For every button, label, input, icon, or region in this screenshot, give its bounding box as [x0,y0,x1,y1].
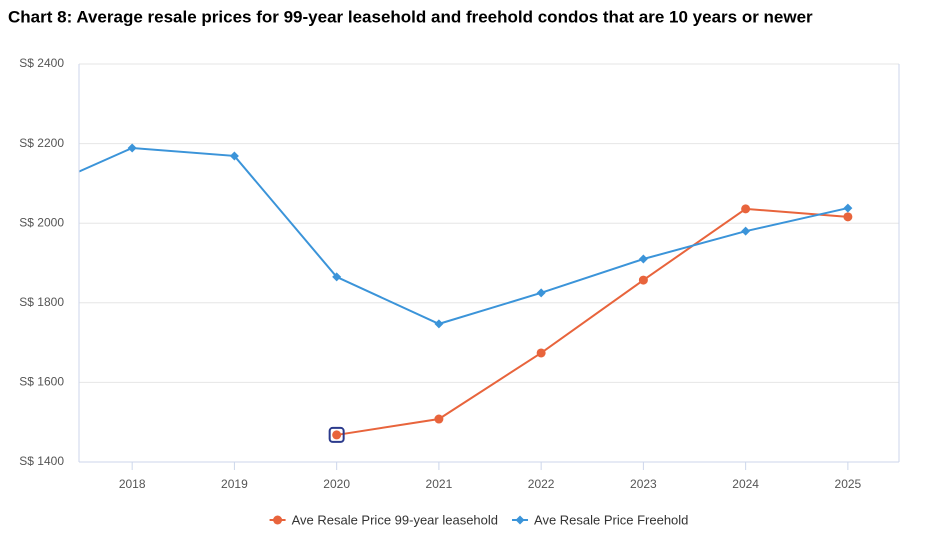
x-tick-label: 2021 [426,477,453,491]
legend: Ave Resale Price 99-year leasehold Ave Re… [269,512,688,527]
point [536,348,546,358]
legend-label: Ave Resale Price Freehold [534,512,688,527]
point [332,430,342,440]
x-tick-label: 2020 [323,477,350,491]
point [332,272,342,282]
legend-item: Ave Resale Price Freehold [512,512,688,527]
point [741,204,751,214]
x-tick-label: 2025 [835,477,862,491]
point [25,189,34,198]
series-line [336,207,848,436]
y-tick-label: S$ 1400 [19,454,64,468]
highlight [328,426,345,443]
grid [79,63,899,463]
y-tick-label: S$ 2000 [19,215,64,229]
chart-title: Chart 8: Average resale prices for 99-ye… [8,7,813,26]
point [741,226,751,236]
series-line [79,146,849,325]
point [536,288,546,298]
y-tick-label: S$ 1800 [19,295,64,309]
point [638,254,648,264]
axes: S$ 1400 S$ 1600 S$ 1800 S$ 2000 S$ 2200 S$ 24… [19,56,900,491]
y-tick-label: S$ 2400 [19,56,64,70]
point [229,151,239,161]
y-tick-label: S$ 2200 [19,136,64,150]
y-tick-label: S$ 1600 [19,375,64,389]
legend-item: Ave Resale Price 99-year leasehold [269,512,498,527]
point [434,414,444,424]
x-tick-label: 2022 [528,477,555,491]
point [434,319,444,329]
legend-marker [273,515,283,525]
point [638,275,648,285]
x-tick-label: 2023 [630,477,657,491]
plot-area [25,143,853,443]
x-tick-label: 2024 [732,477,759,491]
x-tick-label: 2018 [119,477,146,491]
point [127,143,137,153]
legend-label: Ave Resale Price 99-year leasehold [292,512,498,527]
legend-marker [515,515,525,525]
x-tick-label: 2019 [221,477,248,491]
point [843,212,853,222]
point [843,203,853,213]
